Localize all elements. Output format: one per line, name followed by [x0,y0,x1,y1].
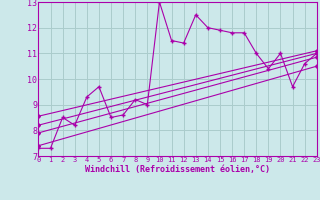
X-axis label: Windchill (Refroidissement éolien,°C): Windchill (Refroidissement éolien,°C) [85,165,270,174]
